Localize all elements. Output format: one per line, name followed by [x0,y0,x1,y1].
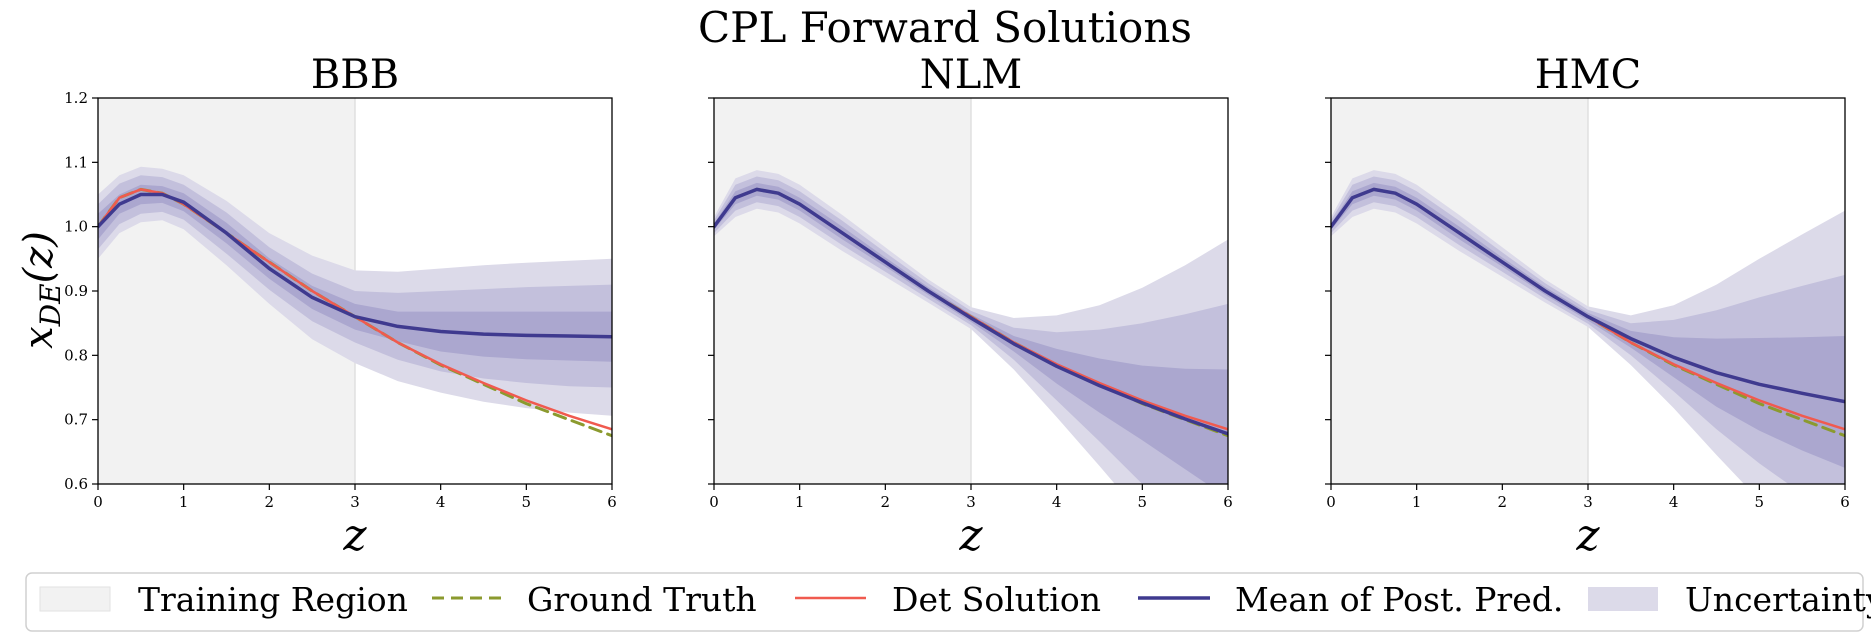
y-axis-label: xDE(z) [16,231,67,349]
x-tick-label: 6 [607,493,617,511]
panel-title: HMC [1535,52,1641,98]
x-tick-label: 1 [179,493,189,511]
y-tick-label: 0.6 [64,475,88,493]
legend-ground-truth-label: Ground Truth [527,580,757,619]
panel-hmc: 0 1 2 3 4 5 6 HMC z [1325,52,1850,561]
x-tick-label: 3 [350,493,360,511]
legend-frame [25,572,1864,632]
x-tick-label: 0 [709,493,719,511]
panel-bbb: 0 1 2 3 4 5 6 0.6 0.7 0.8 0.9 1.0 1.1 1.2 BBB z [64,52,617,561]
x-axis-label: z [342,510,367,561]
x-tick-label: 2 [1498,493,1508,511]
x-axis-label: z [958,510,983,561]
y-tick-label: 1.2 [64,89,88,107]
x-tick-label: 6 [1223,493,1233,511]
series-line-mean-of-post-pred [1331,187,1845,404]
x-axis-label: z [1575,510,1600,561]
x-tick-label: 0 [1326,493,1336,511]
panel-nlm: 0 1 2 3 4 5 6 NLM z [708,52,1233,561]
x-tick-label: 4 [1052,493,1062,511]
x-tick-label: 2 [265,493,275,511]
plot-area [714,170,1228,484]
uncertainty-band-3 [1331,182,1845,468]
x-tick-label: 3 [1583,493,1593,511]
y-tick-label: 1.1 [64,153,88,171]
figure-title: CPL Forward Solutions [698,3,1192,52]
plot-area [98,166,612,438]
x-tick-label: 1 [795,493,805,511]
uncertainty-band-3 [714,182,1228,484]
y-tick-label: 0.8 [64,346,88,364]
legend-mean-post-pred-label: Mean of Post. Pred. [1235,580,1563,619]
x-tick-label: 6 [1840,493,1850,511]
x-tick-label: 4 [436,493,446,511]
legend-det-solution-label: Det Solution [892,580,1101,619]
y-tick-label: 0.7 [64,411,88,429]
x-tick-label: 5 [1138,493,1148,511]
legend-training-region-swatch [39,586,111,612]
series-line-mean-of-post-pred [714,187,1228,436]
plot-area [1331,170,1845,484]
x-tick-label: 5 [522,493,532,511]
x-tick-label: 5 [1755,493,1765,511]
series-line-mean-of-post-pred [98,192,612,339]
legend: Training Region Ground Truth Det Solutio… [25,572,1871,632]
y-tick-label: 1.0 [64,218,88,236]
legend-uncertainty-label: Uncertainty [1685,580,1871,619]
uncertainty-band-3 [98,184,612,362]
uncertainty-band-2 [1331,176,1845,484]
series-line-det-solution [98,188,612,431]
x-tick-label: 3 [966,493,976,511]
x-tick-label: 4 [1669,493,1679,511]
panel-title: BBB [311,52,399,98]
legend-training-region-label: Training Region [138,580,408,619]
panel-title: NLM [920,52,1023,98]
x-tick-label: 1 [1412,493,1422,511]
x-tick-label: 2 [881,493,891,511]
legend-uncertainty-swatch [1588,587,1658,611]
y-tick-label: 0.9 [64,282,88,300]
x-tick-label: 0 [93,493,103,511]
